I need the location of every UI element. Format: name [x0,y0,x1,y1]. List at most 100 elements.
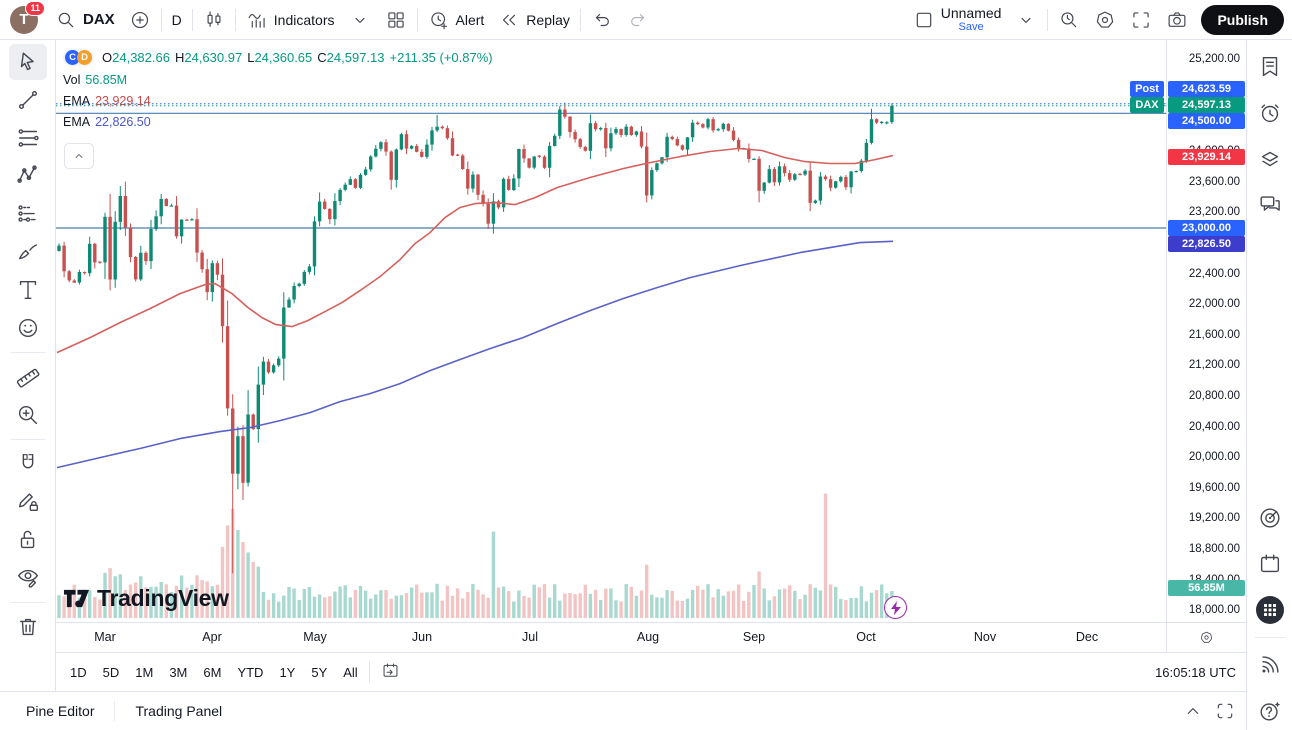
volume-legend-row[interactable]: Vol 56.85M [63,73,493,87]
projection-icon [17,205,36,222]
replay-button[interactable]: Replay [491,5,577,35]
interval-button[interactable]: D [165,5,189,35]
price-line-tag: DAX [1130,97,1164,113]
vol-value: 56.85M [85,73,128,87]
price-line-tag: Post [1130,81,1164,97]
clock[interactable]: 16:05:18 UTC [1155,664,1236,680]
time-axis[interactable]: Mar Apr May Jun Jul Aug Sep Oct Nov Dec [56,623,1166,652]
ema-slow-legend-row[interactable]: EMA 22,826.50 [63,115,493,129]
cursor-tool-button[interactable] [8,44,47,80]
layout-grid-button[interactable] [378,5,414,35]
apps-menu-button[interactable] [1251,591,1289,629]
brush-icon [18,244,37,260]
price-chart[interactable] [56,40,1166,622]
search-icon [58,12,74,27]
trend-line-tool-button[interactable] [9,82,47,118]
price-tick: 22,000.00 [1188,298,1240,311]
screener-button[interactable] [1251,499,1289,537]
symbol-legend-row[interactable]: C D O24,382.66 H24,630.97 L24,360.65 C24… [63,49,493,66]
toolbar-divider [234,8,236,31]
text-tool-button[interactable] [9,272,47,308]
quick-search-button[interactable] [1051,5,1087,35]
indicator-templates-chevron[interactable] [342,5,378,35]
xabcd-pattern-icon [16,165,37,183]
price-tick: 21,600.00 [1188,328,1240,341]
price-tick: 25,200.00 [1188,53,1240,66]
snapshot-camera-button[interactable] [1159,5,1195,35]
range-button-1d[interactable]: 1D [62,660,95,685]
pencil-lock-icon [18,493,38,512]
chart-canvas[interactable]: C D O24,382.66 H24,630.97 L24,360.65 C24… [56,40,1166,622]
layout-menu-chevron[interactable] [1008,5,1044,35]
calendar-button[interactable] [1251,545,1289,583]
toolbar-divider [160,8,162,31]
month-label: Dec [1075,630,1099,644]
go-to-date-button[interactable] [373,656,408,688]
pine-editor-tab[interactable]: Pine Editor [14,697,106,725]
range-button-5d[interactable]: 5D [95,660,128,685]
symbol-logo-d: D [77,50,92,65]
range-button-5y[interactable]: 5Y [303,660,335,685]
watchlist-button[interactable] [1251,48,1289,86]
trading-panel-tab[interactable]: Trading Panel [123,697,234,725]
drawing-mode-lock-button[interactable] [9,484,47,520]
zoom-in-tool-button[interactable] [9,397,47,433]
object-tree-button[interactable] [1251,140,1289,178]
pattern-tool-button[interactable] [9,158,47,194]
user-avatar[interactable]: T 11 [10,0,45,34]
fib-retracement-tool-button[interactable] [9,120,47,156]
eye-pencil-icon [17,569,38,588]
remove-drawings-button[interactable] [9,609,47,645]
legend-collapse-button[interactable] [64,143,94,169]
symbol-search-button[interactable]: DAX [48,5,122,35]
price-axis[interactable]: 25,200.0024,000.0023,600.0023,200.0022,4… [1166,40,1246,622]
help-button[interactable] [1251,692,1289,730]
chart-settings-button[interactable] [1087,5,1123,35]
alerts-button[interactable] [1251,94,1289,132]
radar-icon [1259,508,1280,528]
measure-tool-button[interactable] [9,359,47,395]
emoji-tool-button[interactable] [9,310,47,346]
range-button-ytd[interactable]: YTD [229,660,271,685]
indicators-icon [248,13,265,28]
statusbar-divider [114,701,116,721]
layers-icon [1261,151,1278,167]
undo-button[interactable] [584,5,620,35]
axis-settings-button[interactable] [1166,623,1246,652]
text-icon [19,280,36,300]
compare-add-symbol-button[interactable] [122,5,158,35]
replay-label: Replay [526,11,570,28]
range-button-3m[interactable]: 3M [161,660,195,685]
interval-label: D [171,11,182,28]
alert-button[interactable]: Alert [421,5,492,35]
hide-drawings-button[interactable] [9,560,47,596]
chart-type-button[interactable] [196,5,232,35]
notifications-button[interactable] [1251,646,1289,684]
instant-trading-button[interactable] [884,596,907,619]
sidebar-divider [1254,637,1285,638]
chat-button[interactable] [1251,186,1289,224]
lock-drawings-button[interactable] [9,522,47,558]
publish-button[interactable]: Publish [1201,4,1284,35]
price-tick: 23,200.00 [1188,206,1240,219]
brush-tool-button[interactable] [9,234,47,270]
magnet-mode-button[interactable] [9,446,47,482]
price-badge: 24,500.00 [1168,113,1245,129]
redo-button[interactable] [620,5,656,35]
indicators-button[interactable]: Indicators [239,5,342,35]
open-panel-button[interactable] [1182,700,1204,722]
save-link[interactable]: Save [958,21,984,34]
chart-legend: C D O24,382.66 H24,630.97 L24,360.65 C24… [63,49,493,136]
projection-tool-button[interactable] [9,196,47,232]
ema-fast-legend-row[interactable]: EMA 23,929.14 [63,94,493,108]
range-button-all[interactable]: All [335,660,365,685]
apps-grid-icon [1255,596,1284,624]
magnet-icon [22,454,33,469]
range-button-1m[interactable]: 1M [127,660,161,685]
range-button-1y[interactable]: 1Y [271,660,303,685]
range-button-6m[interactable]: 6M [195,660,229,685]
maximize-panel-button[interactable] [1214,700,1236,722]
layout-select-button[interactable]: Unnamed Save [906,5,1009,35]
fullscreen-button[interactable] [1123,5,1159,35]
